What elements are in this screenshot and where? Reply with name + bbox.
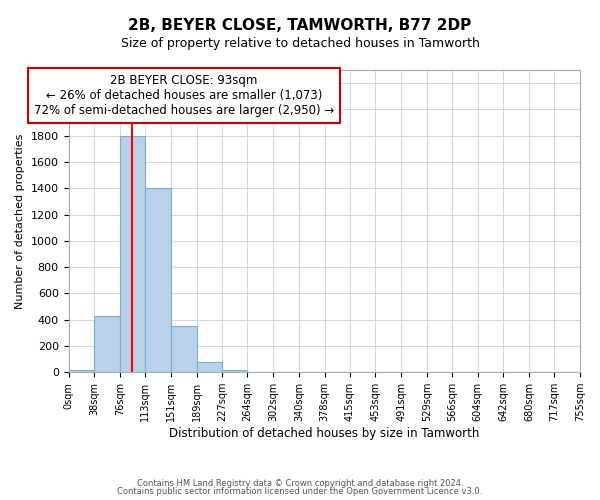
Bar [171,326,197,372]
Y-axis label: Number of detached properties: Number of detached properties [15,134,25,309]
Text: Size of property relative to detached houses in Tamworth: Size of property relative to detached ho… [121,38,479,51]
Text: 2B, BEYER CLOSE, TAMWORTH, B77 2DP: 2B, BEYER CLOSE, TAMWORTH, B77 2DP [128,18,472,32]
Bar [120,136,145,372]
Bar [223,370,247,372]
Bar [68,370,94,372]
Text: Contains HM Land Registry data © Crown copyright and database right 2024.: Contains HM Land Registry data © Crown c… [137,478,463,488]
Bar [197,362,223,372]
Text: 2B BEYER CLOSE: 93sqm
← 26% of detached houses are smaller (1,073)
72% of semi-d: 2B BEYER CLOSE: 93sqm ← 26% of detached … [34,74,334,117]
X-axis label: Distribution of detached houses by size in Tamworth: Distribution of detached houses by size … [169,427,479,440]
Bar [145,188,171,372]
Text: Contains public sector information licensed under the Open Government Licence v3: Contains public sector information licen… [118,487,482,496]
Bar [94,316,120,372]
